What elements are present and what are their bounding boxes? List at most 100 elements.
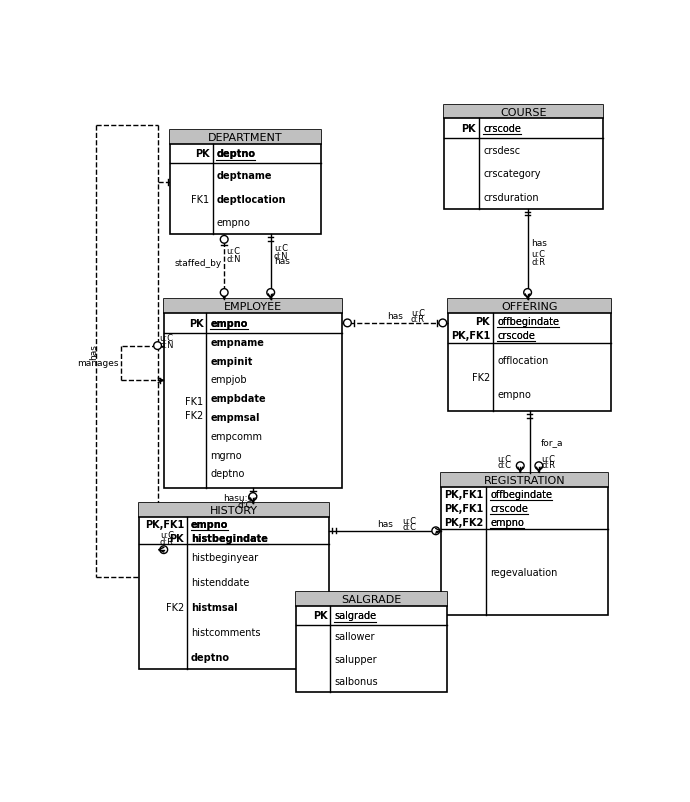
Text: histmsal: histmsal xyxy=(191,602,237,612)
Bar xyxy=(139,504,329,517)
Text: empname: empname xyxy=(210,338,264,347)
Circle shape xyxy=(516,462,524,470)
Text: FK1: FK1 xyxy=(191,194,210,205)
Text: empbdate: empbdate xyxy=(210,394,266,403)
Circle shape xyxy=(160,546,168,554)
Text: empno: empno xyxy=(217,218,250,228)
Text: empcomm: empcomm xyxy=(210,431,262,441)
Text: for_a: for_a xyxy=(541,438,564,447)
Text: crscode: crscode xyxy=(497,330,535,341)
Text: sallower: sallower xyxy=(334,631,375,642)
Text: empno: empno xyxy=(490,517,524,527)
Text: crscode: crscode xyxy=(483,124,521,134)
Bar xyxy=(295,592,446,606)
Circle shape xyxy=(267,290,275,297)
Text: d:R: d:R xyxy=(411,314,425,323)
Text: PK
PK,FK1: PK PK,FK1 xyxy=(451,317,490,341)
Text: has: has xyxy=(531,239,547,248)
Bar xyxy=(444,106,603,209)
Text: u:C: u:C xyxy=(541,455,555,464)
Text: offlocation: offlocation xyxy=(497,355,549,365)
Text: d:C: d:C xyxy=(497,461,511,470)
Circle shape xyxy=(535,462,543,470)
Bar xyxy=(295,592,446,692)
Text: d:C: d:C xyxy=(237,501,253,510)
Bar xyxy=(444,106,603,119)
Text: deptno: deptno xyxy=(210,468,245,479)
Text: crsdesc: crsdesc xyxy=(483,145,520,156)
Text: SALGRADE: SALGRADE xyxy=(341,594,401,604)
Text: d:N: d:N xyxy=(159,340,174,349)
Text: salgrade: salgrade xyxy=(334,611,376,621)
Circle shape xyxy=(439,320,446,327)
Text: has: has xyxy=(90,343,99,359)
Text: deptno: deptno xyxy=(217,149,255,160)
Text: deptlocation: deptlocation xyxy=(217,194,286,205)
Text: offbegindate: offbegindate xyxy=(497,316,559,326)
Text: COURSE: COURSE xyxy=(500,107,547,117)
Text: d:R: d:R xyxy=(531,258,546,267)
Text: d:N: d:N xyxy=(274,252,288,261)
Text: empno: empno xyxy=(191,520,228,529)
Text: u:C: u:C xyxy=(160,530,174,539)
Bar xyxy=(441,473,608,487)
Text: PK,FK1
PK: PK,FK1 PK xyxy=(145,519,184,543)
Circle shape xyxy=(344,320,351,327)
Text: u:C: u:C xyxy=(531,250,546,259)
Text: salupper: salupper xyxy=(334,654,377,664)
Text: PK: PK xyxy=(313,611,327,621)
Text: u:C: u:C xyxy=(274,244,288,253)
Text: u:C: u:C xyxy=(402,516,417,525)
Circle shape xyxy=(154,342,161,350)
Text: d:N: d:N xyxy=(226,255,241,264)
Circle shape xyxy=(432,527,440,535)
Text: u:C: u:C xyxy=(411,308,425,318)
Text: empinit: empinit xyxy=(210,356,253,367)
Text: empno: empno xyxy=(191,520,228,529)
Text: histenddate: histenddate xyxy=(191,577,249,587)
Text: FK2: FK2 xyxy=(166,602,184,612)
Text: crscode: crscode xyxy=(490,503,528,513)
Text: OFFERING: OFFERING xyxy=(502,302,558,312)
Text: FK2: FK2 xyxy=(472,372,490,383)
Text: PK,FK1
PK,FK1
PK,FK2: PK,FK1 PK,FK1 PK,FK2 xyxy=(444,489,483,527)
Text: d:R: d:R xyxy=(541,461,555,470)
Text: histbegindate: histbegindate xyxy=(191,533,268,543)
Text: d:C: d:C xyxy=(402,522,417,531)
Text: empmsal: empmsal xyxy=(210,412,259,423)
Text: crscode: crscode xyxy=(490,503,528,513)
Text: empjob: empjob xyxy=(210,375,247,385)
Text: salgrade: salgrade xyxy=(334,611,376,621)
Text: PK: PK xyxy=(462,124,476,134)
Text: mgrno: mgrno xyxy=(210,450,242,460)
Bar xyxy=(448,300,611,314)
Text: has: has xyxy=(387,311,403,320)
Bar xyxy=(441,473,608,615)
Text: regevaluation: regevaluation xyxy=(490,567,558,577)
Text: PK: PK xyxy=(195,149,210,160)
Text: has: has xyxy=(274,257,290,265)
Text: REGISTRATION: REGISTRATION xyxy=(484,475,565,485)
Bar xyxy=(164,300,342,314)
Text: PK: PK xyxy=(188,318,204,329)
Text: hasu:C: hasu:C xyxy=(224,493,254,502)
Text: manages: manages xyxy=(77,359,119,368)
Text: deptno: deptno xyxy=(191,652,230,662)
Text: crscode: crscode xyxy=(497,330,535,341)
Text: d:R: d:R xyxy=(160,538,174,547)
Text: crscode: crscode xyxy=(483,124,521,134)
Bar xyxy=(170,131,321,144)
Text: u:C: u:C xyxy=(159,334,173,343)
Circle shape xyxy=(249,493,257,500)
Text: empno: empno xyxy=(490,517,524,527)
Text: histbeginyear: histbeginyear xyxy=(191,552,258,562)
Text: histcomments: histcomments xyxy=(191,627,260,637)
Text: crscategory: crscategory xyxy=(483,169,540,179)
Text: empno: empno xyxy=(497,390,531,399)
Bar xyxy=(164,300,342,488)
Text: offbegindate: offbegindate xyxy=(497,316,559,326)
Bar xyxy=(448,300,611,411)
Text: deptno: deptno xyxy=(217,149,255,160)
Bar xyxy=(170,131,321,235)
Text: DEPARTMENT: DEPARTMENT xyxy=(208,133,283,143)
